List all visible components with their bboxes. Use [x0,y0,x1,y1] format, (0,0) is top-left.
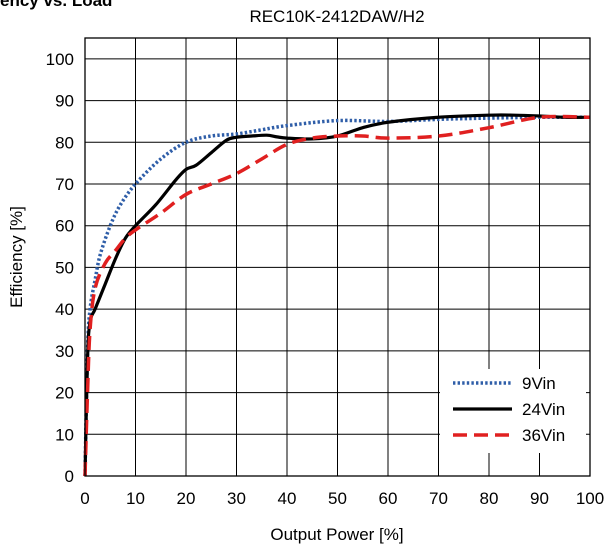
y-tick-label: 60 [55,217,74,236]
y-tick-label: 70 [55,175,74,194]
legend-label-36vin: 36Vin [522,426,565,445]
y-tick-label: 100 [46,50,74,69]
y-tick-labels: 0 10 20 30 40 50 60 70 80 90 100 [46,50,74,486]
chart-title: REC10K-2412DAW/H2 [249,7,424,26]
y-tick-label: 90 [55,92,74,111]
x-tick-label: 10 [126,489,145,508]
series-line-9vin [83,115,591,477]
y-tick-label: 80 [55,133,74,152]
y-tick-label: 40 [55,300,74,319]
x-tick-label: 70 [429,489,448,508]
y-tick-label: 50 [55,258,74,277]
series-line-36vin [83,114,591,477]
series-layer [83,113,591,477]
y-tick-label: 10 [55,425,74,444]
x-tick-label: 40 [278,489,297,508]
legend-label-24vin: 24Vin [522,400,565,419]
x-tick-label: 100 [576,489,604,508]
y-tick-label: 0 [65,467,74,486]
x-tick-label: 90 [530,489,549,508]
x-tick-label: 20 [177,489,196,508]
series-line-24vin [83,113,591,477]
x-tick-label: 30 [227,489,246,508]
x-tick-label: 80 [480,489,499,508]
page-heading: ency vs. Load [0,0,113,10]
x-tick-labels: 0 10 20 30 40 50 60 70 80 90 100 [80,489,604,508]
legend: 9Vin 24Vin 36Vin [440,369,586,453]
legend-label-9vin: 9Vin [522,374,556,393]
x-axis-label: Output Power [%] [270,525,403,544]
y-tick-label: 20 [55,384,74,403]
plot-frame [84,37,591,477]
x-tick-label: 60 [379,489,398,508]
x-tick-label: 50 [328,489,347,508]
x-tick-label: 0 [80,489,89,508]
y-axis-label: Efficiency [%] [7,206,26,308]
y-tick-label: 30 [55,342,74,361]
